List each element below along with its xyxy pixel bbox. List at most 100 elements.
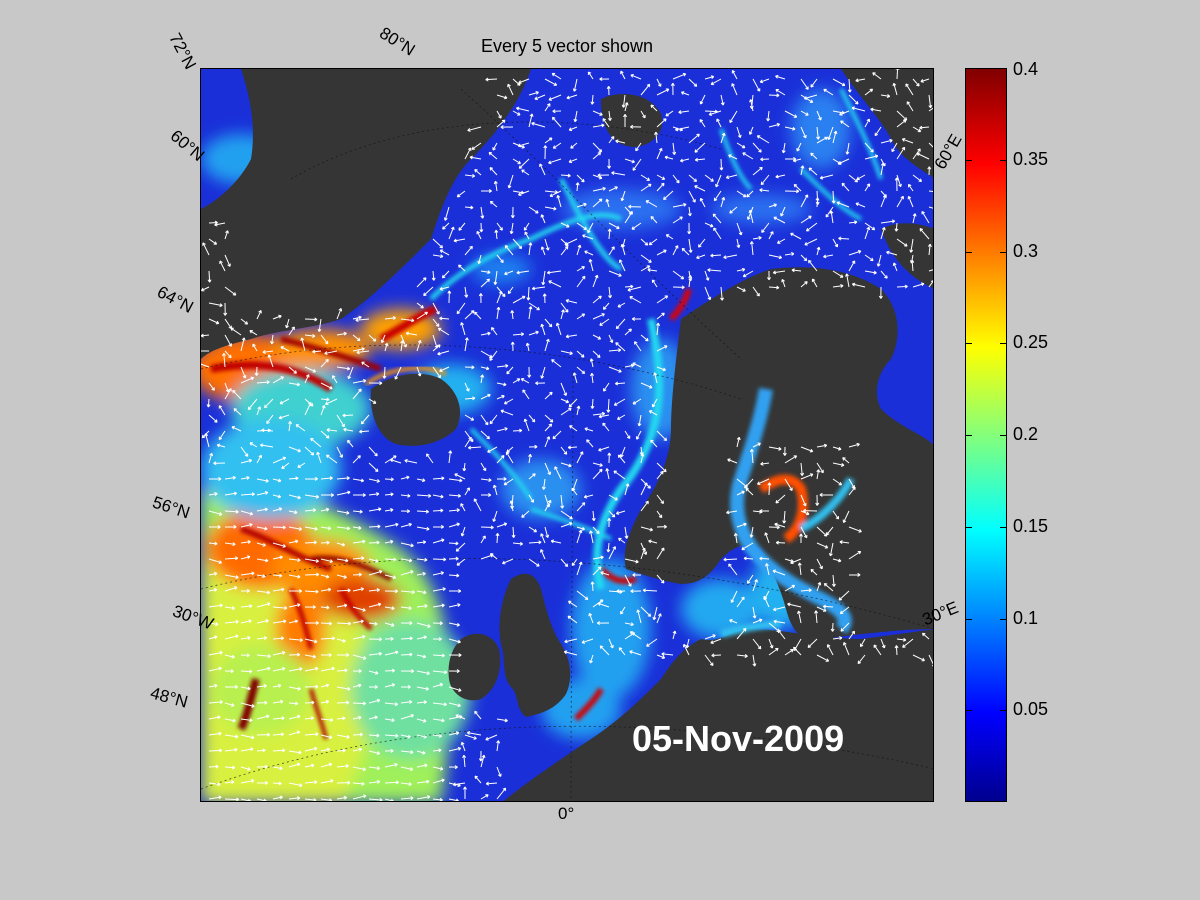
velocity-vector xyxy=(240,702,255,708)
velocity-vector xyxy=(878,286,883,299)
velocity-vector xyxy=(823,583,834,592)
velocity-vector xyxy=(479,222,484,233)
velocity-vector xyxy=(654,131,659,144)
velocity-vector xyxy=(528,494,534,503)
velocity-vector xyxy=(748,209,754,224)
velocity-vector xyxy=(640,110,646,119)
velocity-vector xyxy=(478,293,483,304)
velocity-vector xyxy=(336,558,349,563)
velocity-vector xyxy=(845,273,850,288)
velocity-vector xyxy=(272,795,283,800)
velocity-vector xyxy=(208,525,221,529)
velocity-vector xyxy=(224,388,232,400)
velocity-vector xyxy=(910,259,915,272)
velocity-vector xyxy=(624,284,634,289)
colorbar-tick-label: 0.2 xyxy=(1013,424,1039,444)
velocity-vector xyxy=(263,398,274,409)
velocity-vector xyxy=(902,638,914,648)
velocity-vector xyxy=(390,458,402,464)
velocity-vector xyxy=(775,74,786,80)
velocity-vector xyxy=(894,222,899,232)
velocity-vector xyxy=(437,350,450,356)
velocity-vector xyxy=(749,99,754,112)
velocity-vector xyxy=(608,638,614,649)
velocity-vector xyxy=(592,198,603,208)
velocity-vector xyxy=(208,666,222,672)
velocity-vector xyxy=(489,350,498,361)
velocity-vector xyxy=(576,451,584,464)
velocity-vector xyxy=(272,376,284,384)
velocity-vector xyxy=(516,270,530,275)
velocity-vector xyxy=(400,636,413,641)
velocity-vector xyxy=(352,747,363,752)
velocity-vector xyxy=(252,343,258,352)
velocity-vector xyxy=(304,446,315,456)
velocity-vector xyxy=(920,78,930,83)
velocity-vector xyxy=(752,166,763,176)
velocity-vector xyxy=(773,216,786,224)
velocity-vector xyxy=(624,574,632,587)
velocity-vector xyxy=(567,615,578,624)
velocity-vector xyxy=(640,174,651,181)
velocity-vector xyxy=(320,666,335,672)
velocity-vector xyxy=(521,169,530,176)
velocity-vector xyxy=(590,398,595,409)
velocity-vector xyxy=(544,238,550,251)
velocity-vector xyxy=(320,507,330,512)
velocity-vector xyxy=(848,174,859,183)
velocity-vector xyxy=(400,669,415,674)
velocity-vector xyxy=(316,451,322,464)
velocity-vector xyxy=(489,200,498,208)
velocity-vector xyxy=(288,366,297,374)
velocity-vector xyxy=(208,571,218,576)
velocity-vector xyxy=(495,533,500,544)
velocity-vector xyxy=(224,718,236,723)
velocity-vector xyxy=(224,574,239,579)
velocity-vector xyxy=(288,382,301,387)
velocity-vector xyxy=(640,265,651,272)
velocity-vector xyxy=(416,763,428,768)
velocity-vector xyxy=(608,366,622,373)
velocity-vector xyxy=(224,524,237,529)
velocity-vector xyxy=(736,522,747,528)
velocity-vector xyxy=(688,174,698,182)
velocity-vector xyxy=(336,510,350,515)
velocity-vector xyxy=(201,363,210,368)
velocity-vector xyxy=(523,222,530,231)
velocity-vector xyxy=(656,78,662,87)
velocity-vector xyxy=(636,609,642,624)
velocity-vector xyxy=(272,716,285,721)
velocity-vector xyxy=(800,526,808,539)
velocity-vector xyxy=(894,645,899,656)
velocity-vector xyxy=(432,524,444,529)
velocity-vector xyxy=(650,104,658,112)
velocity-vector xyxy=(912,174,923,182)
velocity-vector xyxy=(832,270,844,278)
velocity-vector xyxy=(606,542,611,553)
velocity-vector xyxy=(837,158,850,165)
velocity-vector xyxy=(416,571,426,576)
velocity-vector xyxy=(528,473,536,480)
velocity-vector xyxy=(624,158,635,164)
velocity-vector xyxy=(489,414,498,425)
velocity-vector xyxy=(528,330,539,336)
velocity-vector xyxy=(588,612,594,624)
velocity-vector xyxy=(576,244,582,256)
velocity-vector xyxy=(336,446,343,458)
velocity-vector xyxy=(725,174,738,180)
velocity-vector xyxy=(464,205,474,210)
velocity-vector xyxy=(540,366,546,379)
velocity-vector xyxy=(208,452,214,464)
velocity-vector xyxy=(656,147,663,160)
velocity-vector xyxy=(256,542,266,547)
velocity-vector xyxy=(426,453,434,464)
velocity-vector xyxy=(656,295,669,304)
velocity-vector xyxy=(620,70,626,80)
velocity-vector xyxy=(800,462,805,476)
velocity-vector xyxy=(400,570,414,576)
velocity-vector xyxy=(752,286,760,297)
velocity-vector xyxy=(880,219,896,224)
velocity-vector xyxy=(272,587,285,592)
velocity-vector xyxy=(288,494,301,500)
velocity-vector xyxy=(749,241,754,256)
